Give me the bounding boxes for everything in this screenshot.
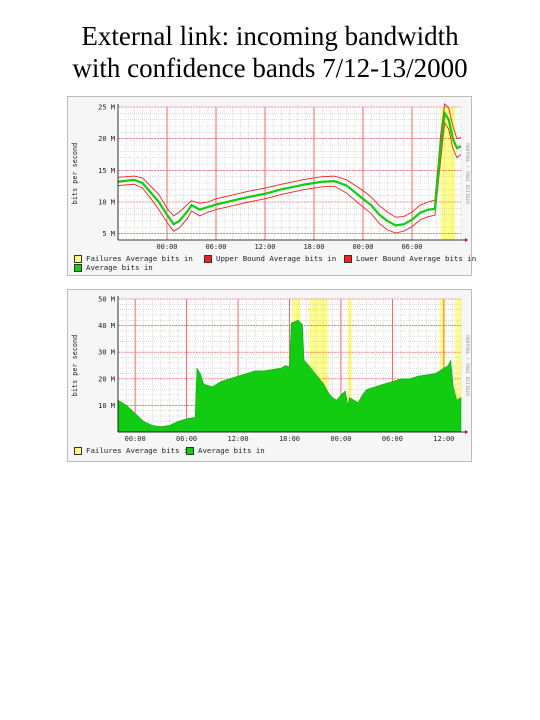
y-tick-label: 20 M [98,375,115,383]
failure-band [440,107,456,240]
y-tick-label: 40 M [98,322,115,330]
y-tick-label: 10 M [98,199,115,207]
title-line-2: with confidence bands 7/12-13/2000 [72,53,468,83]
y-tick-label: 5 M [102,230,115,238]
legend-item: Upper Bound Average bits in [204,254,336,263]
legend-swatch [344,254,352,263]
legend-label: Average bits in [86,263,153,272]
chart-2-legend: Failures Average bits in Average bits in [68,290,471,461]
legend-swatch [74,254,82,263]
y-tick-label: 30 M [98,349,115,357]
series-average-area [117,319,462,433]
failure-band [454,299,461,432]
x-tick-label: 12:00 [254,243,275,251]
title-line-1: External link: incoming bandwidth [81,21,459,51]
page-title: External link: incoming bandwidth with c… [0,20,540,84]
watermark-text: RRDTOOL / TOBI OETIKER [464,335,470,396]
x-tick-label: 06:00 [176,435,197,443]
x-tick-label: 06:00 [401,243,422,251]
legend-swatch [186,446,194,455]
failure-band [347,299,353,432]
x-tick-label: 18:00 [279,435,300,443]
legend-swatch [74,446,82,455]
y-tick-label: 15 M [98,167,115,175]
bandwidth-chart-2: 00:00 06:00 12:00 18:00 00:00 06:00 12:00 10 M 2… [71,296,470,444]
legend-swatch [74,263,82,272]
legend-label: Failures Average bits in [86,254,193,263]
legend-label: Failures Average bits in [86,446,193,455]
bandwidth-chart-panel-1: 00:00 06:00 12:00 18:00 00:00 06:00 5 M 10 M 15 … [67,96,476,276]
x-tick-label: 12:00 [228,435,249,443]
legend-item: Average bits in [74,263,153,272]
x-tick-label: 00:00 [125,435,146,443]
y-axis-label: bits per second [71,335,79,396]
x-tick-label: 06:00 [382,435,403,443]
legend-item: Failures Average bits in [74,446,193,455]
x-tick-label: 00:00 [156,243,177,251]
series-average-line [117,110,462,227]
legend-item: Average bits in [186,446,265,455]
chart-1-legend: Failures Average bits in Upper Bound Aver… [68,97,476,275]
x-tick-label: 00:00 [330,435,351,443]
failure-band [439,299,446,432]
bandwidth-chart-1: 00:00 06:00 12:00 18:00 00:00 06:00 5 M 10 M 15 … [71,102,470,251]
y-tick-label: 50 M [98,296,115,304]
legend-label: Average bits in [198,446,265,455]
legend-item: Failures Average bits in [74,254,193,263]
x-tick-label: 12:00 [433,435,454,443]
legend-swatch [204,254,212,263]
x-tick-label: 18:00 [303,243,324,251]
legend-item: Lower Bound Average bits in [344,254,476,263]
x-tick-label: 06:00 [205,243,226,251]
x-tick-label: 00:00 [352,243,373,251]
y-tick-label: 20 M [98,135,115,143]
x-axis-arrow [465,238,468,242]
watermark-text: RRDTOOL / TOBI OETIKER [464,143,470,204]
x-axis-arrow [465,430,468,434]
y-tick-label: 25 M [98,104,115,112]
legend-label: Upper Bound Average bits in [216,254,337,263]
y-axis-label: bits per second [71,143,79,204]
y-tick-label: 10 M [98,402,115,410]
bandwidth-chart-panel-2: 00:00 06:00 12:00 18:00 00:00 06:00 12:00 10 M 2… [67,289,472,462]
legend-label: Lower Bound Average bits in [356,254,477,263]
